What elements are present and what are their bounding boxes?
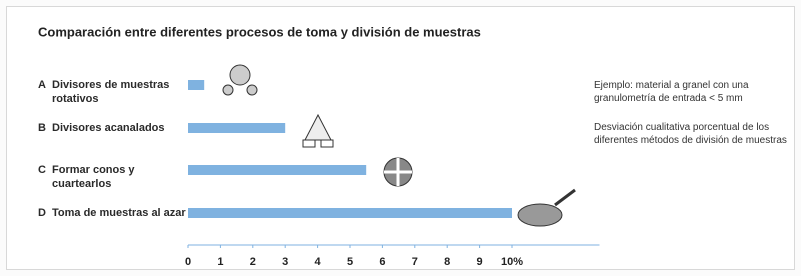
category-letter: D	[38, 206, 46, 220]
icons	[223, 65, 575, 226]
bar	[188, 80, 204, 90]
x-tick-label: 4	[315, 256, 322, 268]
category-letter: B	[38, 121, 46, 135]
bar	[188, 165, 366, 175]
bar	[188, 123, 285, 133]
icon	[321, 140, 333, 147]
icon	[305, 115, 331, 140]
x-tick-label: 1	[217, 256, 223, 268]
x-tick-label: 3	[282, 256, 288, 268]
category-label: Divisores de muestras rotativos	[52, 78, 187, 106]
page: Comparación entre diferentes procesos de…	[0, 0, 801, 276]
category-letter: C	[38, 163, 46, 177]
icon	[230, 65, 250, 85]
category-label: Formar conos y cuartearlos	[52, 163, 187, 191]
category-letter: A	[38, 78, 46, 92]
icon	[247, 85, 257, 95]
annotation: Desviación cualitativa porcentual de los…	[594, 121, 799, 147]
x-tick-label: 2	[250, 256, 256, 268]
x-tick-label: 8	[444, 256, 450, 268]
x-tick-label: 0	[185, 256, 191, 268]
bar	[188, 208, 512, 218]
x-tick-label: 7	[412, 256, 418, 268]
x-tick-label: 5	[347, 256, 353, 268]
icon	[223, 85, 233, 95]
chart-title: Comparación entre diferentes procesos de…	[38, 24, 481, 39]
x-tick-label: 9	[477, 256, 483, 268]
annotation: Ejemplo: material a granel con una granu…	[594, 79, 799, 105]
icon	[303, 140, 315, 147]
icon	[518, 204, 562, 226]
icon	[555, 190, 575, 205]
x-tick-label: 6	[379, 256, 385, 268]
category-label: Toma de muestras al azar	[52, 206, 187, 220]
x-tick-label: 10%	[501, 256, 523, 268]
category-label: Divisores acanalados	[52, 121, 187, 135]
